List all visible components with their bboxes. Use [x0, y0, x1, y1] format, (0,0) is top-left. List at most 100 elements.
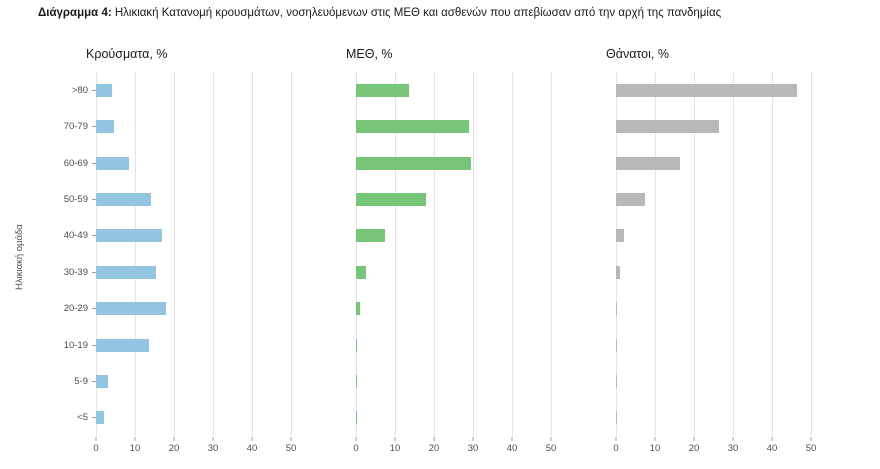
- bar: [356, 265, 366, 279]
- x-tick-label: 10: [129, 443, 141, 454]
- bar: [616, 374, 617, 388]
- y-tick-text: 10-19: [63, 339, 88, 351]
- y-tick-text: <5: [77, 412, 88, 424]
- bar-row: [356, 181, 551, 217]
- y-tick-label: 20-29: [40, 290, 96, 326]
- y-tick-label: 50-59: [40, 181, 96, 217]
- bar-row: [616, 400, 811, 436]
- bar-row: [616, 254, 811, 290]
- y-tick-mark: [92, 308, 96, 310]
- x-tick-label: 40: [506, 443, 518, 454]
- y-tick-label: 60-69: [40, 145, 96, 181]
- y-tick-mark: [92, 417, 96, 419]
- panel-title: ΜΕΘ, %: [346, 47, 393, 61]
- y-tick-mark: [92, 162, 96, 164]
- x-tick-mark: [771, 437, 773, 441]
- x-tick-label: 30: [467, 443, 479, 454]
- x-tick-mark: [693, 437, 695, 441]
- bar-row: [616, 218, 811, 254]
- y-tick-text: 40-49: [63, 230, 88, 242]
- bar: [616, 229, 624, 243]
- y-tick-mark: [92, 271, 96, 273]
- x-axis: 0 10 20 30 40 50: [93, 436, 296, 456]
- bar: [616, 265, 620, 279]
- y-tick-mark: [92, 380, 96, 382]
- bar: [616, 338, 617, 352]
- y-tick-text: 30-39: [63, 266, 88, 278]
- x-tick-mark: [95, 437, 97, 441]
- bar: [356, 338, 358, 352]
- y-tick-mark: [92, 344, 96, 346]
- bar-row: [96, 108, 291, 144]
- bar: [616, 83, 798, 97]
- bar: [96, 156, 130, 170]
- bar-row: [356, 254, 551, 290]
- bar-row: [96, 363, 291, 399]
- gridline: [434, 72, 435, 436]
- gridline: [811, 72, 812, 436]
- y-tick-mark: [92, 89, 96, 91]
- y-tick-mark: [92, 198, 96, 200]
- chart-caption-number: Διάγραμμα 4:: [38, 7, 112, 19]
- bar-row: [616, 72, 811, 108]
- bar: [356, 302, 360, 316]
- bar-row: [96, 72, 291, 108]
- bar-row: [96, 218, 291, 254]
- x-tick-label: 50: [285, 443, 297, 454]
- bar-rows: [96, 72, 291, 436]
- x-tick-label: 20: [688, 443, 700, 454]
- plot-area: [616, 72, 812, 436]
- x-tick-label: 40: [246, 443, 258, 454]
- bar: [96, 265, 157, 279]
- bar-row: [96, 181, 291, 217]
- x-tick-mark: [511, 437, 513, 441]
- x-tick-label: 10: [389, 443, 401, 454]
- x-tick-mark: [550, 437, 552, 441]
- y-tick-label: 30-39: [40, 254, 96, 290]
- bar-row: [616, 327, 811, 363]
- x-tick-label: 40: [766, 443, 778, 454]
- gridline: [733, 72, 734, 436]
- x-tick-mark: [173, 437, 175, 441]
- bar: [356, 192, 427, 206]
- x-axis: 0 10 20 30 40 50: [353, 436, 556, 456]
- y-tick-label: 10-19: [40, 327, 96, 363]
- bar-row: [356, 218, 551, 254]
- bar: [356, 83, 409, 97]
- x-tick-mark: [810, 437, 812, 441]
- bar: [616, 411, 618, 425]
- x-tick-mark: [355, 437, 357, 441]
- bar: [96, 411, 104, 425]
- bar: [96, 229, 163, 243]
- gridline: [694, 72, 695, 436]
- x-tick-mark: [654, 437, 656, 441]
- gridline: [772, 72, 773, 436]
- x-tick-mark: [134, 437, 136, 441]
- x-tick-label: 20: [428, 443, 440, 454]
- gridline: [551, 72, 552, 436]
- gridline: [473, 72, 474, 436]
- x-tick-label: 30: [727, 443, 739, 454]
- x-tick-mark: [251, 437, 253, 441]
- y-tick-label: >80: [40, 72, 96, 108]
- bar: [96, 374, 108, 388]
- y-tick-mark: [92, 126, 96, 128]
- bar-row: [616, 290, 811, 326]
- x-tick-mark: [290, 437, 292, 441]
- y-tick-label: 5-9: [40, 363, 96, 399]
- bar-row: [96, 145, 291, 181]
- panel-title: Κρούσματα, %: [86, 47, 168, 61]
- bar-row: [356, 290, 551, 326]
- bar: [616, 156, 681, 170]
- bar: [616, 192, 646, 206]
- bar-row: [356, 72, 551, 108]
- x-tick-label: 10: [649, 443, 661, 454]
- chart-panel-2: ΜΕΘ, % 0 10 20 30 40 50: [346, 46, 556, 456]
- x-tick-label: 0: [353, 443, 359, 454]
- bar-row: [356, 145, 551, 181]
- x-tick-mark: [732, 437, 734, 441]
- gridline: [252, 72, 253, 436]
- bar-row: [616, 108, 811, 144]
- plot-area: [96, 72, 292, 436]
